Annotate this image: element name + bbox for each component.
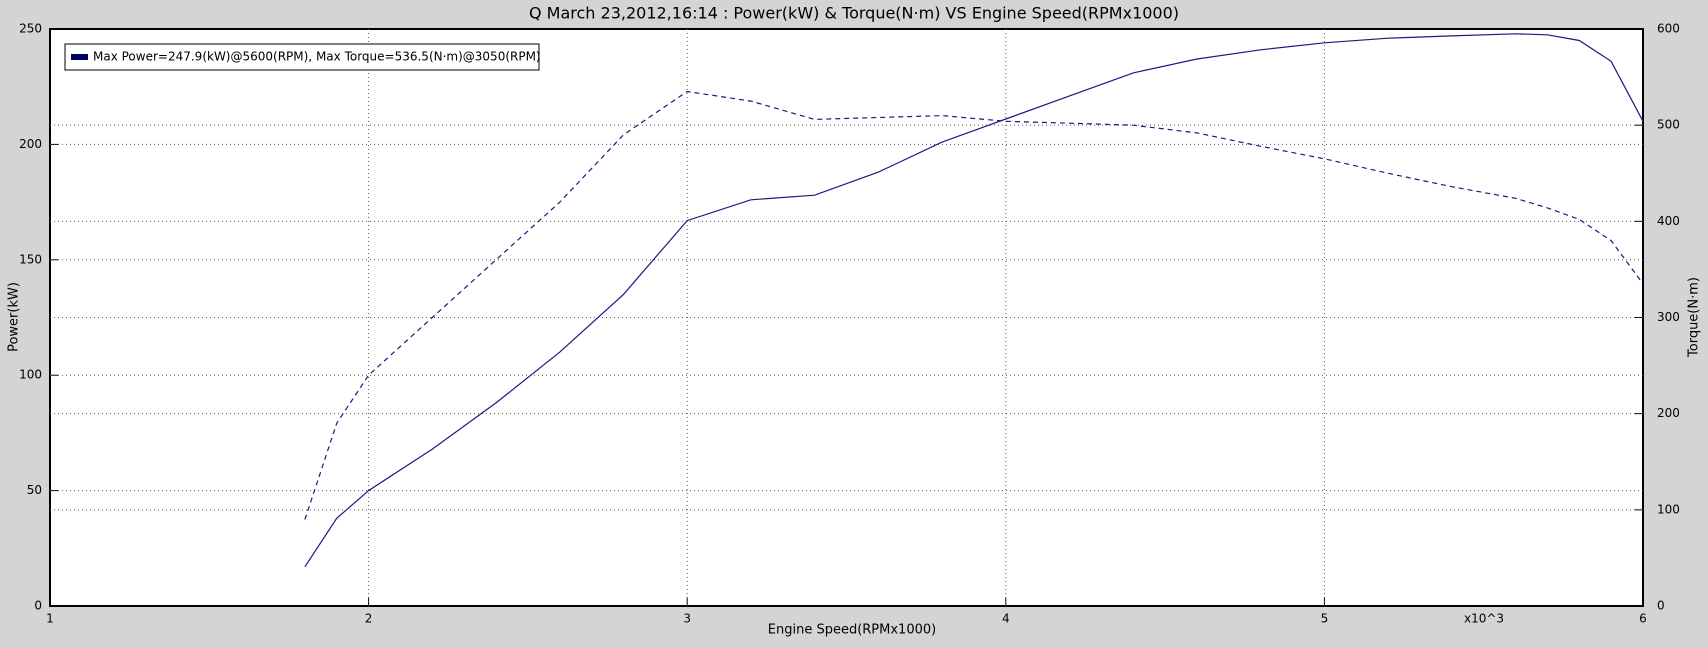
y-tick-label: 50 — [27, 483, 42, 497]
y2-tick-label: 600 — [1657, 22, 1680, 36]
x-tick-label: 6 — [1639, 612, 1647, 626]
legend-text: Max Power=247.9(kW)@5600(RPM), Max Torqu… — [93, 50, 541, 64]
y-tick-label: 150 — [19, 252, 42, 266]
y2-tick-label: 300 — [1657, 310, 1680, 324]
y-tick-label: 200 — [19, 137, 42, 151]
y2-axis-title: Torque(N·m) — [1687, 277, 1702, 358]
power-line — [304, 33, 1644, 568]
y-tick-label: 0 — [34, 599, 42, 613]
x-multiplier: x10^3 — [1464, 612, 1504, 626]
y2-tick-label: 400 — [1657, 214, 1680, 228]
y-axis-title: Power(kW) — [7, 282, 22, 352]
legend-swatch — [71, 54, 88, 60]
y2-tick-label: 0 — [1657, 599, 1665, 613]
legend-box — [64, 43, 540, 71]
x-tick-label: 3 — [683, 612, 691, 626]
y-tick-label: 100 — [19, 368, 42, 382]
x-tick-label: 4 — [1002, 612, 1010, 626]
y2-tick-label: 500 — [1657, 118, 1680, 132]
x-tick-label: 2 — [365, 612, 373, 626]
x-tick-label: 5 — [1321, 612, 1329, 626]
x-tick-label: 1 — [46, 612, 54, 626]
chart-title: Q March 23,2012,16:14 : Power(kW) & Torq… — [529, 4, 1179, 23]
y2-tick-label: 100 — [1657, 502, 1680, 516]
y-tick-label: 250 — [19, 22, 42, 36]
x-axis-title: Engine Speed(RPMx1000) — [768, 623, 936, 638]
torque-line — [304, 90, 1644, 520]
y2-tick-label: 200 — [1657, 406, 1680, 420]
